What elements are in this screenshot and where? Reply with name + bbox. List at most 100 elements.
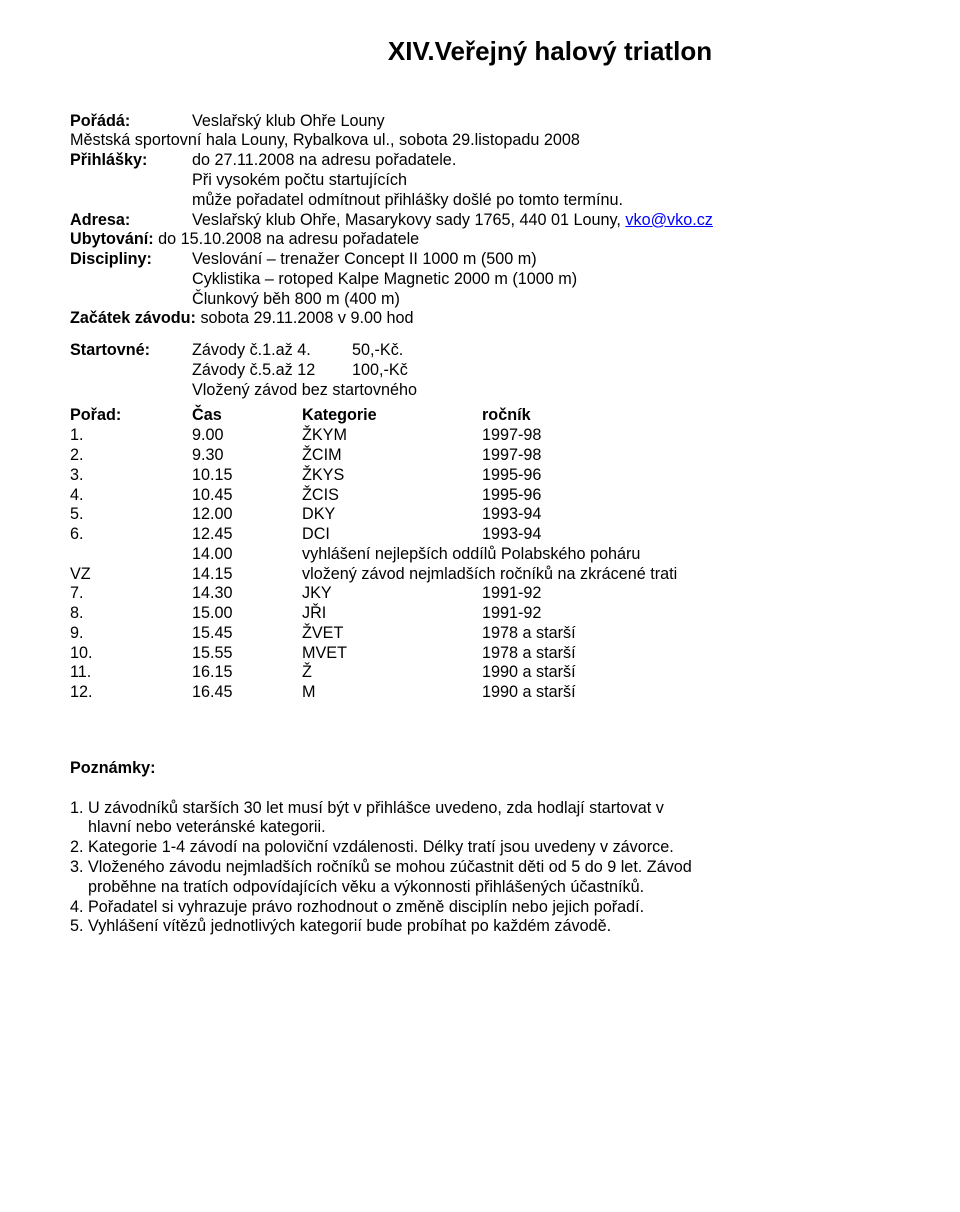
cell-cat: MVET	[302, 644, 482, 664]
applications-label: Přihlášky:	[70, 151, 192, 171]
fee-row-2-amount: 100,-Kč	[352, 361, 408, 381]
start-value: sobota 29.11.2008 v 9.00 hod	[196, 309, 414, 327]
cell-num: 9.	[70, 624, 192, 644]
schedule-table: Pořad: Čas Kategorie ročník 1.9.00ŽKYM19…	[70, 406, 960, 702]
table-row: 8.15.00JŘI1991-92	[70, 604, 960, 624]
organizer-label: Pořádá:	[70, 112, 192, 132]
cell-year: 1993-94	[482, 505, 960, 525]
table-row: 10.15.55MVET1978 a starší	[70, 644, 960, 664]
note-3-line-1: 3. Vloženého závodu nejmladších ročníků …	[70, 858, 960, 878]
cell-cat: ŽVET	[302, 624, 482, 644]
applications-note-2: může pořadatel odmítnout přihlášky došlé…	[192, 191, 960, 211]
table-row: 7.14.30JKY1991-92	[70, 584, 960, 604]
cell-year: 1995-96	[482, 486, 960, 506]
table-row: VZ14.15vložený závod nejmladších ročníků…	[70, 565, 960, 585]
cell-cat: DKY	[302, 505, 482, 525]
accommodation-line: Ubytování: do 15.10.2008 na adresu pořad…	[70, 230, 960, 250]
note-1-line-2: hlavní nebo veteránské kategorii.	[70, 818, 960, 838]
cell-num: 11.	[70, 663, 192, 683]
fee-row-1-amount: 50,-Kč.	[352, 341, 403, 361]
discipline-2: Cyklistika – rotoped Kalpe Magnetic 2000…	[192, 270, 960, 290]
table-row: 6.12.45DCI1993-94	[70, 525, 960, 545]
note-5: 5. Vyhlášení vítězů jednotlivých kategor…	[70, 917, 960, 937]
discipline-1: Veslování – trenažer Concept II 1000 m (…	[192, 250, 960, 270]
table-row: 11.16.15Ž1990 a starší	[70, 663, 960, 683]
cell-cat: ŽKYS	[302, 466, 482, 486]
cell-num: 1.	[70, 426, 192, 446]
cell-year: 1990 a starší	[482, 663, 960, 683]
cell-cat: JŘI	[302, 604, 482, 624]
cell-cat: JKY	[302, 584, 482, 604]
cell-time: 14.00	[192, 545, 302, 565]
cell-time: 9.00	[192, 426, 302, 446]
cell-time: 16.45	[192, 683, 302, 703]
cell-num: 6.	[70, 525, 192, 545]
fee-row-2-label: Závody č.5.až 12	[192, 361, 352, 381]
table-row: 5.12.00DKY1993-94	[70, 505, 960, 525]
note-4: 4. Pořadatel si vyhrazuje právo rozhodno…	[70, 898, 960, 918]
cell-num: 12.	[70, 683, 192, 703]
accommodation-label: Ubytování:	[70, 230, 154, 248]
cell-time: 12.00	[192, 505, 302, 525]
cell-num: 10.	[70, 644, 192, 664]
cell-desc: vložený závod nejmladších ročníků na zkr…	[302, 565, 960, 585]
cell-time: 15.00	[192, 604, 302, 624]
note-3-line-2: proběhne na tratích odpovídajících věku …	[70, 878, 960, 898]
applications-note-1: Při vysokém počtu startujících	[192, 171, 960, 191]
cell-cat: M	[302, 683, 482, 703]
cell-time: 14.30	[192, 584, 302, 604]
table-row: 9.15.45ŽVET1978 a starší	[70, 624, 960, 644]
address-prefix: Veslařský klub Ohře, Masarykovy sady 176…	[192, 211, 625, 229]
cell-num: 8.	[70, 604, 192, 624]
venue-text: Městská sportovní hala Louny, Rybalkova …	[70, 131, 960, 151]
page-title: XIV.Veřejný halový triatlon	[70, 36, 960, 68]
cell-year: 1991-92	[482, 604, 960, 624]
cell-year: 1997-98	[482, 446, 960, 466]
table-row: 3.10.15ŽKYS1995-96	[70, 466, 960, 486]
email-link[interactable]: vko@vko.cz	[625, 211, 713, 229]
cell-num: VZ	[70, 565, 192, 585]
cell-cat: Ž	[302, 663, 482, 683]
cell-time: 15.45	[192, 624, 302, 644]
table-row: 1.9.00ŽKYM1997-98	[70, 426, 960, 446]
cell-num: 3.	[70, 466, 192, 486]
cell-year: 1978 a starší	[482, 624, 960, 644]
fees-label: Startovné:	[70, 341, 192, 400]
cell-cat: ŽCIS	[302, 486, 482, 506]
organizer-value: Veslařský klub Ohře Louny	[192, 112, 960, 132]
col-rocnik: ročník	[482, 406, 960, 426]
fee-row-1-label: Závody č.1.až 4.	[192, 341, 352, 361]
disciplines-label: Discipliny:	[70, 250, 192, 270]
info-block: Pořádá: Veslařský klub Ohře Louny Městsk…	[70, 112, 960, 329]
cell-time: 15.55	[192, 644, 302, 664]
cell-year: 1997-98	[482, 426, 960, 446]
note-1-line-1: 1. U závodníků starších 30 let musí být …	[70, 799, 960, 819]
discipline-3: Člunkový běh 800 m (400 m)	[192, 290, 960, 310]
cell-time: 12.45	[192, 525, 302, 545]
cell-num: 2.	[70, 446, 192, 466]
note-2: 2. Kategorie 1-4 závodí na poloviční vzd…	[70, 838, 960, 858]
col-kategorie: Kategorie	[302, 406, 482, 426]
cell-time: 10.45	[192, 486, 302, 506]
cell-cat: ŽCIM	[302, 446, 482, 466]
start-line: Začátek závodu: sobota 29.11.2008 v 9.00…	[70, 309, 960, 329]
cell-year: 1993-94	[482, 525, 960, 545]
cell-num: 4.	[70, 486, 192, 506]
col-porad: Pořad:	[70, 406, 192, 426]
cell-num	[70, 545, 192, 565]
notes-section: Poznámky: 1. U závodníků starších 30 let…	[70, 759, 960, 937]
table-row: 14.00vyhlášení nejlepších oddílů Polabsk…	[70, 545, 960, 565]
cell-desc: vyhlášení nejlepších oddílů Polabského p…	[302, 545, 960, 565]
cell-year: 1991-92	[482, 584, 960, 604]
fee-row-3: Vložený závod bez startovného	[192, 381, 960, 401]
address-value: Veslařský klub Ohře, Masarykovy sady 176…	[192, 211, 960, 231]
cell-time: 10.15	[192, 466, 302, 486]
address-label: Adresa:	[70, 211, 192, 231]
col-cas: Čas	[192, 406, 302, 426]
table-row: 2.9.30ŽCIM1997-98	[70, 446, 960, 466]
cell-year: 1995-96	[482, 466, 960, 486]
cell-num: 7.	[70, 584, 192, 604]
schedule-header-row: Pořad: Čas Kategorie ročník	[70, 406, 960, 426]
cell-num: 5.	[70, 505, 192, 525]
table-row: 4.10.45ŽCIS1995-96	[70, 486, 960, 506]
